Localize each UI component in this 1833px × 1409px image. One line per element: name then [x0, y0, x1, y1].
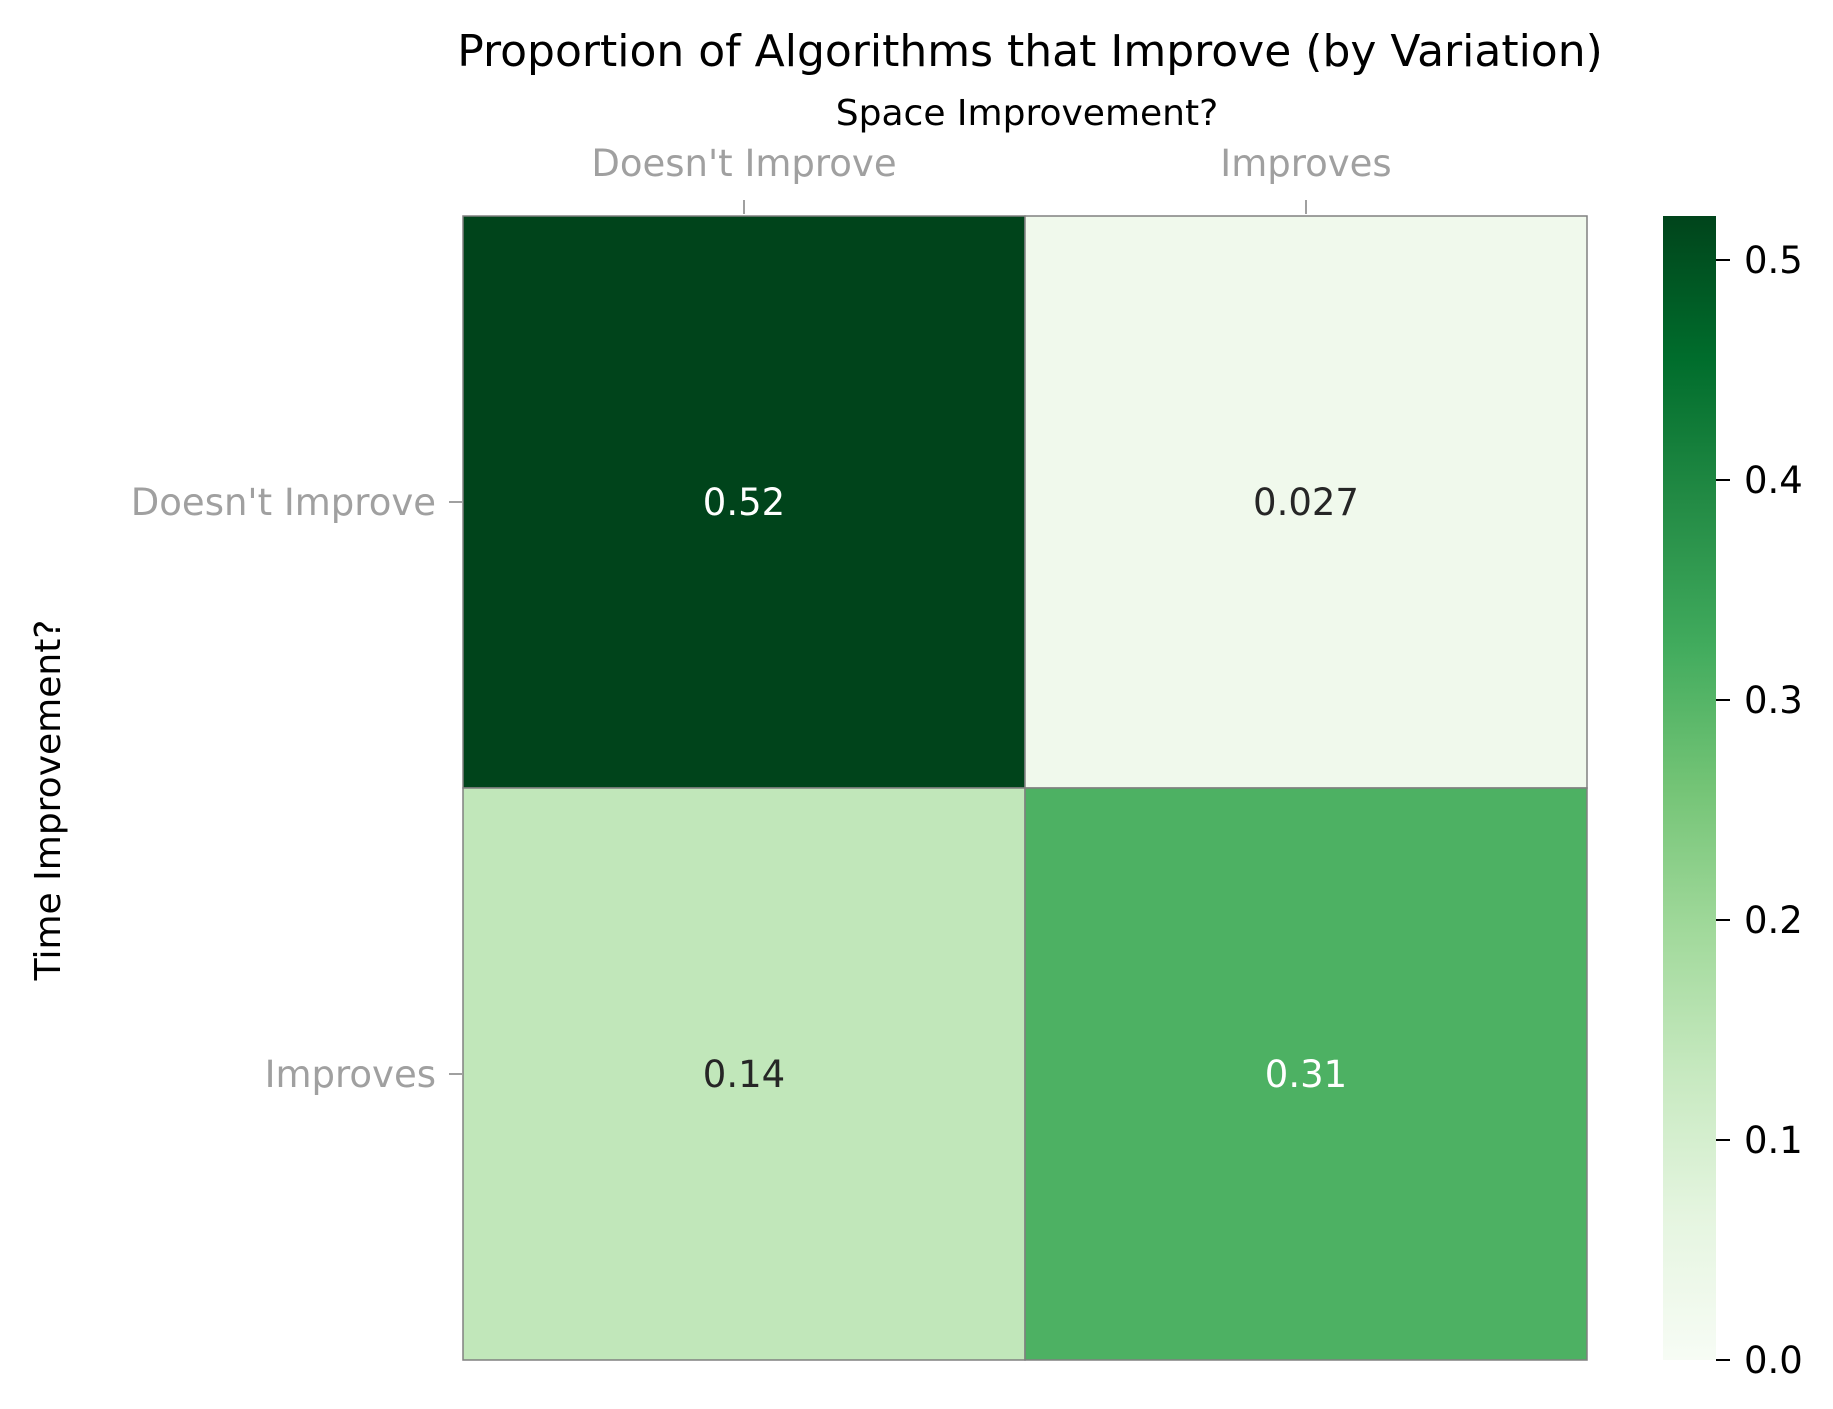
x-tick-label: Improves	[1220, 142, 1391, 185]
colorbar-tick-label: 0.5	[1744, 239, 1803, 282]
colorbar-tick-label: 0.4	[1744, 459, 1803, 502]
colorbar-ticks: 0.0 0.1 0.2 0.3 0.4 0.5	[1716, 239, 1803, 1382]
colorbar-tick-label: 0.0	[1744, 1339, 1803, 1382]
cell-value-label: 0.027	[1253, 481, 1359, 524]
heatmap-cell	[1024, 787, 1588, 1361]
x-axis-label: Space Improvement?	[836, 93, 1218, 134]
chart-title: Proportion of Algorithms that Improve (b…	[457, 26, 1603, 77]
y-axis-label: Time Improvement?	[28, 620, 69, 982]
colorbar-tick-label: 0.3	[1744, 679, 1803, 722]
y-tick-label: Improves	[265, 1053, 436, 1096]
cell-annotations: 0.52 0.027 0.14 0.31	[703, 481, 1359, 1096]
cell-value-label: 0.31	[1265, 1053, 1347, 1096]
cell-value-label: 0.14	[703, 1053, 785, 1096]
heatmap-cells	[462, 215, 1588, 1361]
heatmap-cell	[462, 787, 1026, 1361]
y-tick-label: Doesn't Improve	[131, 481, 436, 524]
x-axis-ticks: Doesn't Improve Improves	[591, 142, 1392, 214]
colorbar-tick-label: 0.1	[1744, 1119, 1803, 1162]
x-tick-label: Doesn't Improve	[591, 142, 896, 185]
heatmap-cell	[1024, 215, 1588, 789]
colorbar	[1663, 216, 1716, 1360]
heatmap-cell	[462, 215, 1026, 789]
y-axis-ticks: Doesn't Improve Improves	[131, 481, 462, 1096]
cell-value-label: 0.52	[703, 481, 785, 524]
colorbar-tick-label: 0.2	[1744, 899, 1803, 942]
